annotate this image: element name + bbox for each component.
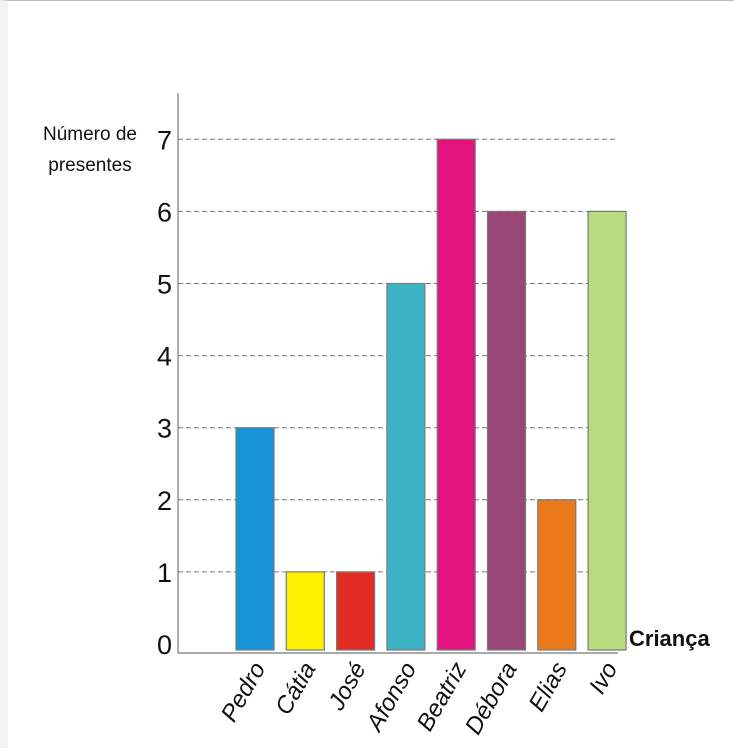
y-axis-label-line-1: Número de (43, 124, 137, 145)
y-tick-label-0: 0 (157, 630, 172, 660)
y-tick-label-1: 1 (157, 558, 172, 588)
x-tick-label-afonso: Afonso (360, 658, 422, 738)
y-tick-label-2: 2 (157, 486, 172, 516)
x-tick-label-elias: Elias (524, 658, 573, 717)
x-tick-label-pedro: Pedro (216, 658, 271, 727)
y-tick-label-7: 7 (157, 125, 172, 155)
bar-beatriz (436, 138, 476, 651)
x-tick-label-ivo: Ivo (584, 658, 623, 699)
bars (235, 138, 627, 651)
bar-josé (336, 571, 376, 651)
bar-débora (486, 210, 527, 651)
bar-cátia (285, 571, 325, 651)
x-axis-label: Criança (629, 626, 710, 651)
bar-elias (537, 499, 577, 651)
y-tick-label-4: 4 (157, 342, 172, 372)
y-tick-labels: 0 1 2 3 4 5 6 7 (157, 125, 172, 660)
bar-afonso (386, 282, 426, 651)
y-tick-label-5: 5 (157, 270, 172, 300)
y-tick-label-3: 3 (157, 414, 172, 444)
x-tick-label-cátia: Cátia (270, 658, 321, 720)
y-axis-label-line-2: presentes (48, 155, 131, 176)
bar-ivo (587, 210, 627, 651)
bar-pedro (235, 427, 275, 651)
y-tick-label-6: 6 (157, 197, 172, 227)
x-tick-label-josé: José (323, 658, 372, 716)
